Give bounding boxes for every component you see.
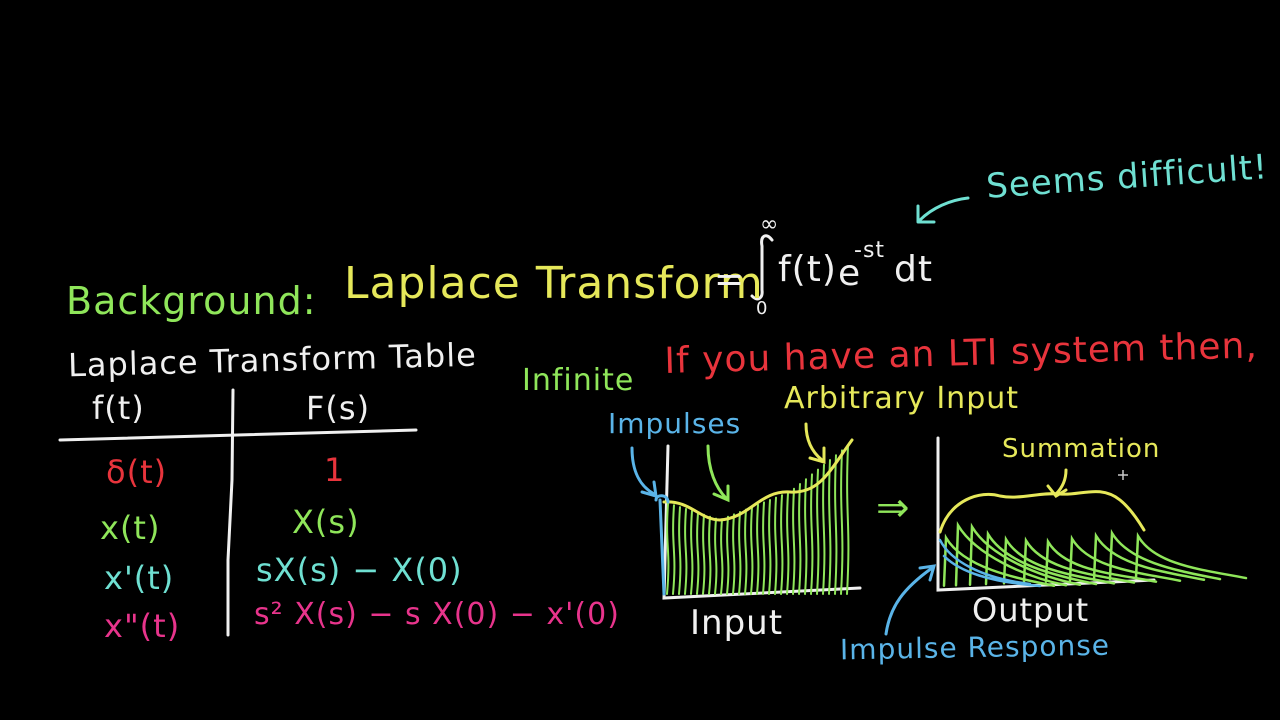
- background-label: Background:: [66, 279, 317, 323]
- input-label: Input: [690, 603, 784, 643]
- first-impulse: [654, 494, 670, 596]
- input-impulse-stroke: [822, 463, 826, 595]
- equals-sign: =: [714, 259, 746, 300]
- input-impulse-stroke: [690, 509, 694, 595]
- output-impulse-response: [1068, 534, 1182, 582]
- output-impulse-response: [1044, 537, 1158, 583]
- input-impulse-stroke: [684, 508, 688, 595]
- note-arrow: [918, 196, 970, 222]
- input-impulse-stroke: [666, 502, 670, 595]
- implies-arrow: ⇒: [876, 485, 911, 531]
- cursor-crosshair: [1118, 470, 1128, 480]
- integral-upper-limit: ∞: [760, 212, 780, 237]
- arbitrary-input-label: Arbitrary Input: [784, 381, 1020, 416]
- input-impulse-stroke: [768, 499, 772, 595]
- impulses-arrow-green: [706, 444, 730, 503]
- integral-sign: [750, 234, 774, 301]
- integral-lower-limit: 0: [756, 298, 769, 319]
- note-arrow-head: [916, 204, 936, 224]
- output-impulse-response: [1022, 536, 1136, 584]
- table-row-2-time: x(t): [100, 509, 161, 547]
- integrand-f: f(t): [778, 249, 837, 290]
- impulse-responses: [942, 521, 1248, 588]
- input-impulse-stroke: [750, 506, 754, 595]
- impulse-response-arrow: [884, 564, 937, 636]
- integrand-e: e: [838, 253, 862, 294]
- input-impulse-stroke: [798, 483, 802, 595]
- table-header-line: [58, 428, 418, 442]
- input-impulse-stroke: [738, 511, 742, 595]
- table-title: Laplace Transform Table: [67, 335, 478, 385]
- input-impulse-stroke: [756, 503, 760, 595]
- impulses-arrow-blue: [630, 446, 658, 499]
- input-impulse-stroke: [726, 515, 730, 595]
- input-impulse-stroke: [810, 473, 814, 595]
- input-envelope: [662, 438, 854, 522]
- input-impulse-stroke: [816, 468, 820, 595]
- input-impulse-stroke: [762, 501, 766, 595]
- output-impulse-response: [1108, 528, 1222, 581]
- table-column-divider: [226, 388, 235, 637]
- input-impulse-stroke: [840, 449, 844, 595]
- input-impulses: [666, 444, 850, 595]
- input-impulse-stroke: [786, 491, 790, 595]
- table-row-1-time: δ(t): [106, 453, 168, 491]
- table-row-3-freq: sX(s) − X(0): [256, 551, 463, 589]
- input-impulse-stroke: [804, 478, 808, 595]
- output-impulse-response: [1134, 531, 1248, 580]
- input-impulse-stroke: [672, 504, 676, 595]
- output-impulse-response: [968, 522, 1082, 586]
- table-row-2-freq: X(s): [292, 503, 360, 541]
- table-row-4-freq: s² X(s) − s X(0) − x'(0): [254, 597, 620, 632]
- input-impulse-stroke: [780, 494, 784, 595]
- summation-envelope: [938, 490, 1146, 534]
- input-impulse-stroke: [708, 515, 712, 595]
- impulse-response-label: Impulse Response: [839, 628, 1111, 667]
- output-impulse-response: [954, 521, 1068, 587]
- table-row-3-time: x'(t): [104, 559, 175, 597]
- input-impulse-stroke: [834, 454, 838, 595]
- integrand-dt: dt: [894, 249, 933, 290]
- summation-arrow: [1046, 468, 1068, 498]
- impulse-response-blue: [938, 538, 1042, 588]
- table-col-freq: F(s): [306, 389, 371, 427]
- output-label: Output: [972, 591, 1090, 629]
- table-row-4-time: x"(t): [104, 607, 181, 645]
- input-impulse-stroke: [744, 508, 748, 595]
- table-row-1-freq: 1: [324, 451, 346, 489]
- input-impulse-stroke: [732, 513, 736, 595]
- input-impulse-stroke: [678, 506, 682, 595]
- input-impulse-stroke: [720, 518, 724, 595]
- laplace-transform-title: Laplace Transform: [344, 258, 764, 309]
- input-impulse-stroke: [846, 444, 850, 595]
- input-impulse-stroke: [828, 459, 832, 595]
- input-impulse-stroke: [696, 511, 700, 595]
- summation-label: Summation: [1002, 434, 1161, 464]
- impulses-label: Impulses: [608, 407, 742, 440]
- output-impulse-response: [984, 529, 1098, 586]
- output-axes: [936, 436, 1156, 592]
- infinite-label: Infinite: [522, 363, 635, 398]
- input-impulse-stroke: [714, 517, 718, 595]
- input-impulse-stroke: [774, 496, 778, 595]
- integrand-exponent: -st: [854, 238, 886, 263]
- table-col-time: f(t): [92, 389, 145, 427]
- input-impulse-stroke: [792, 487, 796, 595]
- input-impulse-stroke: [702, 513, 706, 595]
- arbitrary-input-arrow: [804, 422, 826, 464]
